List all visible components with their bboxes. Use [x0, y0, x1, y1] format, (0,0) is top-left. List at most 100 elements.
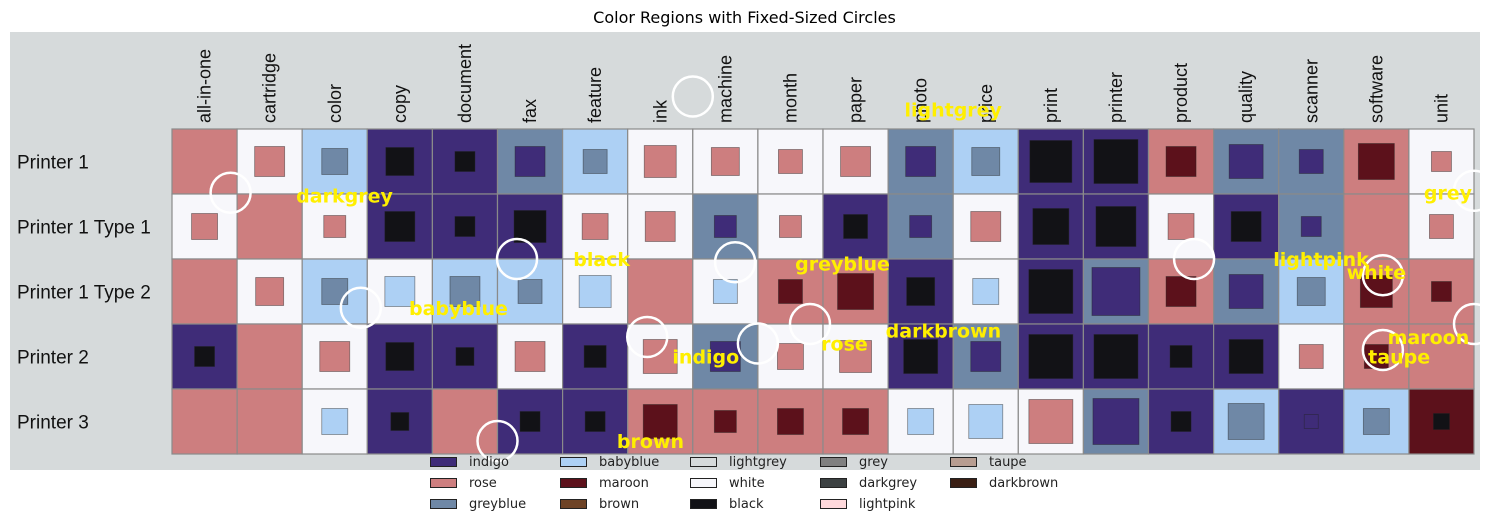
column-label: scanner	[1301, 59, 1321, 123]
heatmap-cell	[1408, 323, 1475, 390]
legend-label: lightpink	[859, 496, 916, 512]
column-label: document	[455, 44, 475, 123]
column-label: print	[1041, 88, 1061, 123]
heatmap-cell-square	[1300, 216, 1322, 237]
legend-label: grey	[859, 454, 889, 470]
heatmap-cell	[236, 388, 303, 455]
heatmap-cell-square	[907, 408, 935, 435]
heatmap-cell-square	[1091, 267, 1141, 316]
heatmap-cell-square	[581, 213, 609, 240]
heatmap-cell-square	[319, 341, 351, 372]
heatmap-cell-square	[968, 404, 1004, 439]
legend-item: darkbrown	[950, 473, 1058, 493]
region-circle	[1452, 169, 1480, 212]
color-region-label: white	[1347, 262, 1407, 284]
legend-item: white	[690, 473, 765, 493]
legend-label: black	[729, 496, 764, 512]
legend-item: darkgrey	[820, 473, 917, 493]
column-label: machine	[715, 55, 735, 123]
color-region-label: darkbrown	[886, 321, 1002, 343]
legend-item: greyblue	[430, 494, 526, 514]
heatmap-cell-square	[972, 278, 1000, 305]
heatmap-cell-square	[778, 279, 803, 304]
region-circle	[339, 286, 383, 329]
legend-item: maroon	[560, 473, 649, 493]
heatmap-cell-square	[709, 341, 741, 372]
heatmap-cell-square	[1228, 339, 1264, 374]
heatmap-cell-square	[777, 408, 804, 435]
legend-label: indigo	[469, 454, 509, 470]
heatmap-cell-square	[713, 410, 737, 433]
heatmap-cell-square	[454, 151, 476, 172]
region-circle	[495, 237, 539, 281]
legend-label: white	[729, 475, 765, 491]
heatmap-cell-square	[582, 149, 608, 174]
legend-label: darkbrown	[989, 475, 1059, 491]
heatmap-cell-square	[1433, 413, 1450, 430]
heatmap-cell-square	[712, 279, 738, 304]
heatmap-cell-square	[1359, 275, 1393, 308]
legend-swatch	[560, 478, 587, 488]
legend-swatch	[560, 457, 587, 467]
legend-swatch	[690, 478, 717, 488]
heatmap-cell-square	[842, 408, 869, 435]
heatmap-cell	[171, 258, 238, 325]
legend-label: lightgrey	[729, 454, 787, 470]
legend-item: lightpink	[820, 494, 915, 514]
color-region-label: maroon	[1388, 327, 1470, 349]
heatmap-cell	[1408, 193, 1475, 260]
heatmap-cell	[692, 128, 759, 195]
heatmap-cell-square	[1431, 151, 1452, 172]
region-circle	[476, 419, 519, 463]
heatmap-cell-square	[1169, 345, 1193, 368]
heatmap-cell-square	[778, 149, 803, 174]
column-label: printer	[1106, 72, 1126, 123]
column-label: paper	[846, 77, 866, 123]
heatmap-cell-square	[1170, 411, 1192, 432]
heatmap-cell-square	[1303, 414, 1319, 429]
row-label: Printer 2	[17, 348, 89, 369]
heatmap-cell-square	[1095, 206, 1137, 247]
column-label: copy	[390, 85, 410, 123]
legend-swatch	[820, 478, 847, 488]
heatmap-cell-square	[384, 211, 416, 242]
heatmap-cell-square	[194, 346, 215, 367]
heatmap-cell-square	[454, 216, 476, 237]
heatmap-cell-square	[1228, 274, 1264, 309]
legend-swatch	[690, 499, 717, 509]
heatmap-cell-square	[970, 211, 1002, 242]
color-region-label: lightpink	[1273, 249, 1369, 271]
legend: indigo rose greyblue babyblue maroon brown lig…	[430, 452, 1090, 518]
heatmap-cell-square	[1362, 408, 1390, 435]
heatmap-cell-square	[1032, 208, 1070, 245]
heatmap-cell-square	[1028, 334, 1074, 379]
legend-label: rose	[469, 475, 497, 491]
heatmap-cell-square	[514, 341, 546, 372]
heatmap-cell-square	[777, 343, 804, 370]
column-label: color	[325, 84, 345, 123]
legend-swatch	[820, 457, 847, 467]
heatmap-cell-square	[1165, 146, 1197, 177]
region-circle	[1361, 328, 1405, 372]
heatmap-cell-square	[643, 145, 677, 178]
color-region-label: grey	[1424, 183, 1473, 205]
heatmap-cell-square	[384, 276, 416, 307]
color-region-label: rose	[821, 334, 868, 356]
heatmap-cell-square	[513, 210, 547, 243]
heatmap-cell-square	[1357, 143, 1395, 180]
heatmap-cell-square	[385, 342, 415, 371]
heatmap-cell-square	[323, 215, 347, 238]
heatmap-cell-square	[1298, 149, 1324, 174]
heatmap-cell-square	[713, 215, 737, 238]
column-label: price	[976, 84, 996, 123]
column-label: cartridge	[260, 53, 280, 123]
column-label: fax	[520, 99, 540, 123]
legend-label: babyblue	[599, 454, 660, 470]
legend-label: greyblue	[469, 496, 527, 512]
color-region-label: babyblue	[409, 298, 508, 320]
region-circle	[671, 75, 715, 118]
heatmap-cell-square	[644, 211, 676, 242]
legend-item: indigo	[430, 452, 509, 472]
heatmap-cell-square	[583, 345, 607, 368]
column-label: month	[780, 73, 800, 123]
